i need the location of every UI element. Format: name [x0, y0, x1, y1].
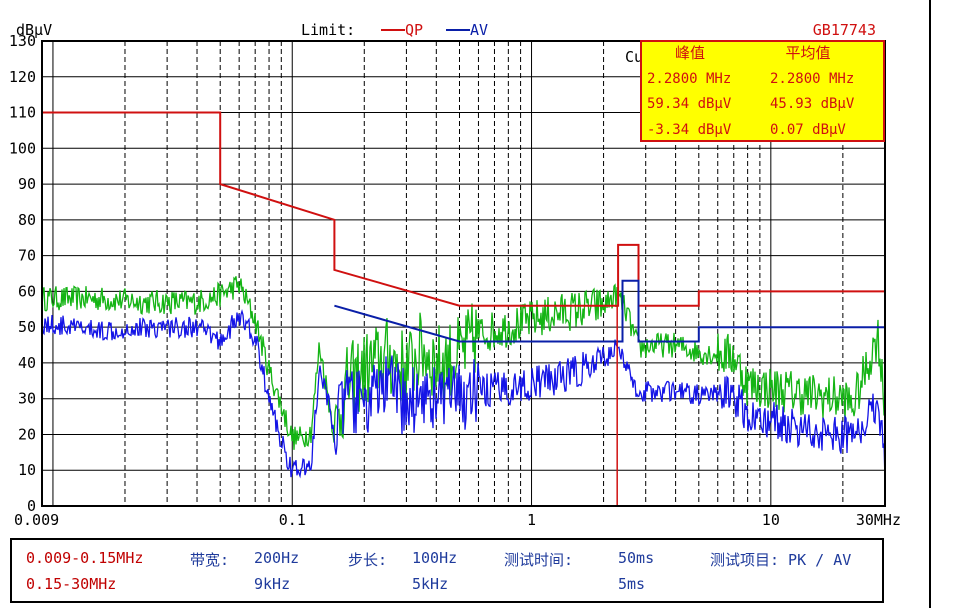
y-tick-label: 120	[9, 68, 36, 86]
avg-title: 平均值	[785, 44, 830, 62]
standard-label: GB17743	[813, 21, 876, 39]
band2-label: 0.15-30MHz	[26, 575, 117, 593]
bandwidth-value-1: 200Hz	[254, 549, 300, 567]
y-tick-label: 110	[9, 104, 36, 122]
test-settings-panel: 0.009-0.15MHz 0.15-30MHz 带宽: 200Hz 9kHz …	[10, 538, 884, 603]
step-value-1: 100Hz	[412, 549, 458, 567]
bandwidth-label: 带宽:	[190, 551, 230, 569]
y-unit-label: dBμV	[16, 21, 52, 39]
peak-margin: -3.34 dBμV	[647, 122, 732, 138]
y-tick-label: 20	[18, 425, 36, 443]
peak-trace	[41, 276, 886, 450]
test-item-label: 测试项目: PK / AV	[710, 551, 852, 569]
window-edge-rule	[929, 0, 931, 608]
av-legend-label: AV	[470, 21, 488, 39]
test-time-value-1: 50ms	[618, 549, 655, 567]
test-time-value-2: 5ms	[618, 575, 646, 593]
qp-legend-label: QP	[405, 21, 423, 39]
y-tick-label: 60	[18, 282, 36, 300]
limit-label: Limit:	[301, 21, 355, 39]
step-value-2: 5kHz	[412, 575, 449, 593]
x-tick-label: 10	[762, 511, 780, 529]
y-tick-label: 70	[18, 247, 36, 265]
peak-level: 59.34 dBμV	[647, 96, 732, 112]
plot-frame	[41, 40, 886, 507]
step-label: 步长:	[348, 551, 388, 569]
bandwidth-value-2: 9kHz	[254, 575, 291, 593]
y-tick-label: 10	[18, 461, 36, 479]
avg-level: 45.93 dBμV	[770, 96, 855, 112]
x-tick-label: 1	[527, 511, 536, 529]
y-tick-label: 30	[18, 390, 36, 408]
avg-frequency: 2.2800 MHz	[770, 71, 854, 87]
y-tick-label: 50	[18, 318, 36, 336]
band1-label: 0.009-0.15MHz	[26, 549, 144, 567]
y-tick-label: 130	[9, 32, 36, 50]
x-tick-label: 30MHz	[856, 511, 901, 529]
x-tick-label: 0.009	[14, 511, 59, 529]
y-tick-label: 100	[9, 139, 36, 157]
y-tick-label: 40	[18, 354, 36, 372]
test-time-label: 测试时间:	[504, 551, 574, 569]
peak-frequency: 2.2800 MHz	[647, 71, 731, 87]
chart-plot	[41, 111, 886, 506]
marker-box-background	[640, 40, 885, 142]
x-tick-label: 0.1	[279, 511, 306, 529]
y-tick-label: 80	[18, 211, 36, 229]
peak-title: 峰值	[675, 44, 705, 62]
marker-readout-box: Cu 峰值 平均值 2.2800 MHz 2.2800 MHz 59.34 dB…	[625, 40, 885, 142]
qp-limit-line	[42, 111, 885, 307]
marker-hidden-label: Cu	[625, 48, 643, 66]
y-tick-label: 90	[18, 175, 36, 193]
av-limit-line	[334, 279, 885, 343]
average-trace	[41, 309, 886, 482]
avg-margin: 0.07 dBμV	[770, 122, 846, 138]
y-tick-label: 0	[27, 497, 36, 515]
